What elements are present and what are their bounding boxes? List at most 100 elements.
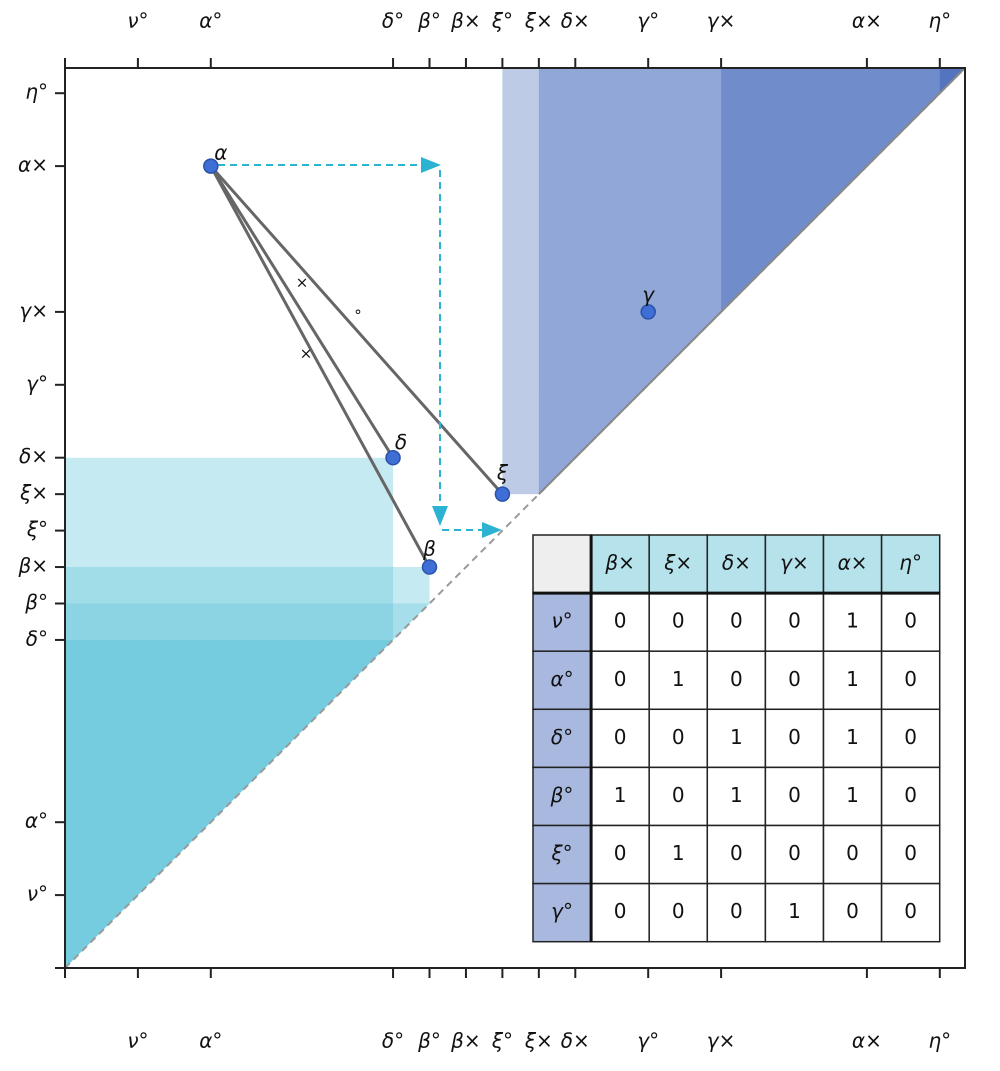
point-label: γ — [642, 282, 655, 306]
table-value: 0 — [730, 899, 743, 923]
y-tick-label: ξ° — [26, 517, 48, 541]
column-header: γ× — [780, 551, 809, 575]
link — [209, 165, 395, 459]
table-value: 0 — [672, 783, 685, 807]
row-header: δ° — [551, 725, 573, 749]
table-cell — [532, 766, 592, 827]
x-tick-label: η° — [928, 1029, 951, 1053]
y-tick-label: α× — [18, 153, 48, 177]
table-cell — [648, 708, 709, 769]
table-value: 0 — [788, 841, 801, 865]
table-value: 0 — [788, 667, 801, 691]
table-value: 0 — [904, 899, 917, 923]
y-tick-label: ξ× — [19, 481, 48, 505]
table-value: 1 — [614, 783, 627, 807]
table-cell — [822, 708, 883, 769]
point — [494, 486, 511, 502]
table-value: 0 — [730, 667, 743, 691]
column-header: β× — [604, 551, 635, 575]
table-cell — [648, 534, 709, 594]
annotation: × — [296, 274, 309, 292]
x-tick-label: β° — [417, 9, 441, 33]
y-tick-label: γ° — [26, 371, 48, 395]
table-cell — [532, 882, 592, 943]
y-tick-label: β× — [17, 554, 48, 578]
x-tick-label: ξ° — [491, 9, 513, 33]
table-cell — [532, 650, 592, 711]
table-value: 1 — [672, 841, 685, 865]
table-value: 0 — [788, 783, 801, 807]
point-label: δ — [395, 430, 407, 454]
row-header: ξ° — [550, 841, 572, 865]
table-value: 0 — [904, 667, 917, 691]
x-tick-label: δ× — [561, 9, 590, 33]
x-tick-label: ν° — [127, 9, 148, 33]
table-value: 1 — [730, 783, 743, 807]
point — [640, 304, 656, 320]
table-value: 0 — [904, 783, 917, 807]
link — [209, 165, 504, 496]
table-cell — [880, 882, 941, 943]
table-cell — [764, 882, 825, 943]
table-cell — [880, 766, 941, 827]
row-header: α° — [550, 667, 573, 691]
table-value: 0 — [846, 841, 859, 865]
table-value: 1 — [672, 667, 685, 691]
table-value: 0 — [846, 899, 859, 923]
table-cell — [764, 592, 825, 652]
x-tick-label: γ° — [637, 1029, 659, 1053]
frame — [64, 67, 966, 969]
x-tick-label: α° — [199, 1029, 222, 1053]
x-tick-label: ξ× — [524, 9, 553, 33]
table-value: 0 — [614, 725, 627, 749]
y-tick-label: β° — [24, 590, 48, 614]
point — [385, 449, 401, 466]
table-cell — [880, 824, 941, 885]
y-tick-label: γ× — [19, 298, 48, 322]
table-value: 0 — [614, 841, 627, 865]
point-label: α — [214, 141, 227, 165]
table-value: 0 — [672, 899, 685, 923]
table-cell — [880, 650, 941, 711]
table-value: 1 — [846, 783, 859, 807]
column-header: ξ× — [663, 551, 692, 575]
table-cell — [880, 708, 941, 769]
table-cell — [706, 650, 767, 711]
point-label: β — [422, 537, 436, 561]
table-value: 0 — [730, 609, 743, 633]
table-value: 0 — [788, 609, 801, 633]
table-cell — [532, 824, 592, 885]
column-header: δ× — [722, 551, 751, 575]
table-value: 0 — [614, 899, 627, 923]
table-value: 0 — [788, 725, 801, 749]
table-value: 0 — [730, 841, 743, 865]
table-value: 0 — [672, 725, 685, 749]
column-header: η° — [899, 551, 922, 575]
table-value: 1 — [730, 725, 743, 749]
x-tick-label: γ× — [707, 1029, 736, 1053]
table-value: 1 — [846, 667, 859, 691]
x-tick-label: ξ° — [491, 1029, 513, 1053]
y-tick-label: α° — [25, 809, 48, 833]
annotation: × — [300, 345, 313, 363]
table-cell — [880, 592, 941, 652]
x-tick-label: α× — [852, 1029, 882, 1053]
x-tick-label: ν° — [127, 1029, 148, 1053]
region — [65, 567, 430, 968]
table-cell — [706, 766, 767, 827]
table-cell — [590, 650, 650, 711]
annotation: ° — [354, 307, 362, 325]
table-cell — [532, 534, 592, 594]
link — [209, 165, 431, 568]
table-cell — [822, 766, 883, 827]
y-tick-label: δ° — [26, 626, 48, 650]
point — [421, 559, 438, 575]
table-value: 0 — [614, 667, 627, 691]
diagonal — [538, 66, 967, 495]
table-cell — [706, 882, 767, 943]
region — [65, 457, 394, 968]
table-value: 1 — [846, 609, 859, 633]
x-tick-label: α× — [852, 9, 882, 33]
table-cell — [532, 592, 592, 652]
table-cell — [764, 824, 825, 885]
